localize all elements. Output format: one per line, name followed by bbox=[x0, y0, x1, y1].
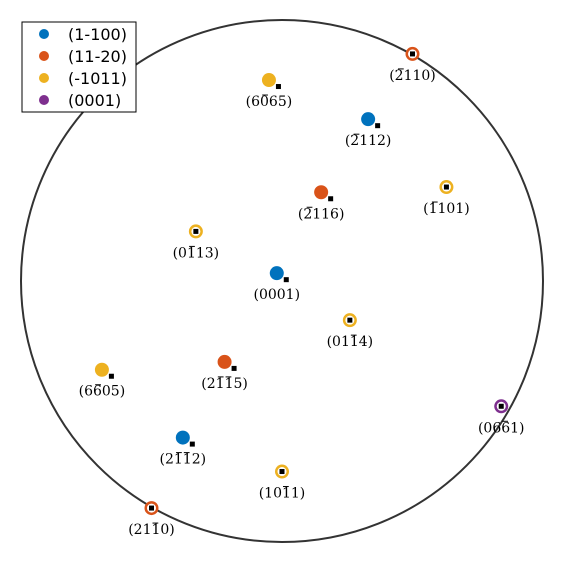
legend-label-0001: (0001) bbox=[68, 91, 121, 110]
pole-marker bbox=[314, 185, 329, 200]
projection-square bbox=[193, 228, 199, 234]
pole-label: (6605) bbox=[79, 384, 126, 400]
projection-square bbox=[283, 277, 289, 283]
pole-label: (0113) bbox=[173, 245, 220, 261]
pole-1m100-1: (2112) bbox=[345, 112, 392, 149]
pole-label: (2116) bbox=[298, 206, 345, 222]
projection-square bbox=[328, 196, 334, 202]
pole-11m20-5: (2115) bbox=[201, 354, 248, 392]
pole-1m100-0: (0001) bbox=[253, 266, 300, 303]
pole-m1011-7: (6065) bbox=[246, 73, 293, 110]
projection-square bbox=[231, 365, 237, 371]
pole-0001-13: (0661) bbox=[478, 399, 525, 436]
pole-label: (2112) bbox=[160, 452, 207, 468]
legend-label-11-20: (11-20) bbox=[68, 47, 127, 66]
pole-1m100-2: (2112) bbox=[160, 430, 207, 468]
projection-square bbox=[275, 84, 281, 90]
projection-square bbox=[189, 441, 195, 447]
pole-11m20-3: (2110) bbox=[389, 46, 436, 84]
legend-label-1-100: (1-100) bbox=[68, 25, 127, 44]
pole-m1011-9: (0113) bbox=[173, 224, 220, 261]
pole-m1011-12: (1011) bbox=[259, 464, 306, 502]
projection-circle bbox=[20, 19, 544, 543]
pole-11m20-4: (2116) bbox=[298, 185, 345, 222]
legend-marker-0001 bbox=[39, 95, 49, 105]
projection-square bbox=[443, 184, 449, 190]
pole-label: (2112) bbox=[345, 133, 392, 149]
pole-marker bbox=[217, 354, 232, 369]
projection-square bbox=[279, 469, 285, 475]
projection-square bbox=[108, 373, 114, 379]
pole-label: (6065) bbox=[246, 94, 293, 110]
pole-marker bbox=[261, 73, 276, 88]
pole-marker bbox=[94, 362, 109, 377]
pole-label: (2110) bbox=[128, 522, 175, 538]
pole-label: (0114) bbox=[327, 334, 374, 350]
legend: (1-100) (11-20) (-1011) (0001) bbox=[21, 21, 137, 113]
pole-m1011-11: (6605) bbox=[79, 362, 126, 400]
pole-label: (1011) bbox=[259, 486, 306, 502]
legend-marker-1-100 bbox=[39, 29, 49, 39]
pole-marker bbox=[175, 430, 190, 445]
legend-marker-minus1011 bbox=[39, 73, 49, 83]
pole-label: (2110) bbox=[389, 68, 436, 84]
pole-marker bbox=[361, 112, 376, 127]
poles-layer: (0001) (2112) (2112) (2110) (2116) (2115) (211… bbox=[79, 46, 525, 538]
projection-square bbox=[410, 51, 415, 57]
projection-square bbox=[375, 123, 381, 129]
pole-m1011-8: (1101) bbox=[423, 180, 470, 217]
pole-label: (1101) bbox=[423, 201, 470, 217]
pole-label: (0661) bbox=[478, 420, 525, 436]
pole-marker bbox=[269, 266, 284, 281]
legend-label-minus1011: (-1011) bbox=[68, 69, 127, 88]
pole-label: (0001) bbox=[253, 287, 300, 303]
projection-square bbox=[498, 403, 504, 409]
pole-11m20-6: (2110) bbox=[128, 501, 175, 538]
projection-square bbox=[347, 317, 353, 323]
projection-square bbox=[149, 505, 154, 511]
pole-m1011-10: (0114) bbox=[327, 313, 374, 350]
legend-marker-11-20 bbox=[39, 51, 49, 61]
pole-label: (2115) bbox=[201, 376, 248, 392]
